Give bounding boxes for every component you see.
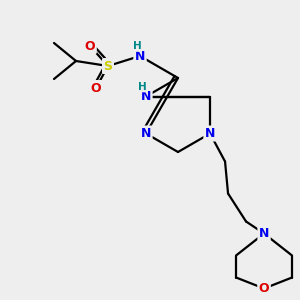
Text: N: N xyxy=(259,227,269,240)
Text: N: N xyxy=(205,127,215,140)
Text: N: N xyxy=(141,90,151,103)
Text: S: S xyxy=(103,59,112,73)
Text: O: O xyxy=(85,40,95,52)
Text: O: O xyxy=(91,82,101,94)
Text: O: O xyxy=(259,282,269,295)
Text: N: N xyxy=(141,127,151,140)
Text: N: N xyxy=(135,50,145,62)
Text: H: H xyxy=(138,82,146,92)
Text: H: H xyxy=(133,41,141,51)
